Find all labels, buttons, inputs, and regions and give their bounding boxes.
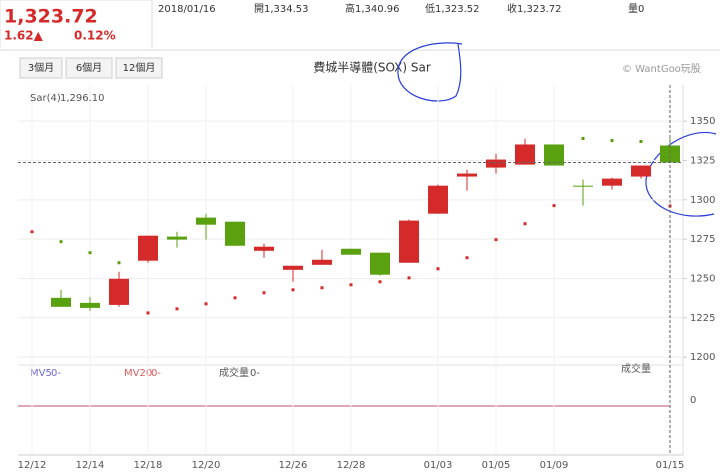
y-tick-label: 1325 [690,156,715,167]
candle-body [370,252,390,275]
sar-dot [146,311,150,315]
sar-dot [639,139,643,143]
sar-dot [320,286,324,290]
y-tick-label: 0 [690,395,696,406]
candle-body [573,185,593,187]
sar-dot [552,204,556,208]
candle-body [660,145,680,163]
open: 開1,334.53 [254,3,309,15]
price: 1,323.72 [4,6,98,28]
sar-dot [494,238,498,242]
annotation-circle [645,131,717,217]
sar-dot [436,267,440,271]
sar-dot [204,302,208,306]
y-tick-label: 1350 [690,116,715,127]
candle-body [51,297,71,307]
legend-value: 1,296.10 [60,93,105,104]
y-tick-label: 1250 [690,273,715,284]
sar-dot [407,276,411,280]
legend-name: Sar(4) [30,93,61,104]
x-tick-label: 12/20 [192,460,221,471]
candle-body [631,165,651,177]
mv20-value: 0- [151,368,161,379]
range-label[interactable]: 3個月 [28,61,54,74]
price-box [0,0,153,51]
y-tick-label: 1275 [690,234,715,245]
x-tick-label: 12/18 [134,460,163,471]
y-tick-label: 1300 [690,195,715,206]
sar-dot [117,261,121,265]
x-tick-label: 01/03 [424,460,453,471]
candle-body [602,178,622,186]
mv20-label: MV20 [124,368,152,379]
sar-dot [30,230,34,234]
sar-dot [291,288,295,292]
change: 1.62▲ [4,29,44,43]
x-tick-label: 01/05 [482,460,511,471]
mv5-value: 0- [51,368,61,379]
high: 高1,340.96 [345,2,400,15]
sar-dot [88,251,92,255]
candle-body [544,144,564,166]
range-button[interactable] [115,57,163,79]
sar-dot [523,222,527,226]
candle-body [254,246,274,251]
sar-dot [262,291,266,295]
candle-body [515,144,535,165]
sar-dot [233,296,237,300]
x-tick-label: 12/28 [337,460,366,471]
candle-body [225,221,245,246]
candle-body [341,248,361,255]
candle-body [80,302,100,308]
candle-body [196,217,216,225]
change-pct: 0.12% [74,29,116,43]
close: 收1,323.72 [507,2,562,15]
watermark: © WantGoo玩股 [622,63,701,75]
vol-label: 成交量 [219,366,249,379]
annotation-circle [397,42,463,102]
y-tick-label: 1225 [690,313,715,324]
sar-dot [349,283,353,287]
date: 2018/01/16 [158,4,216,15]
low: 低1,323.52 [425,2,480,15]
x-tick-label: 12/14 [76,460,105,471]
candle-body [428,185,448,214]
mv5-label: MV5 [30,368,52,379]
vol-panel-label: 成交量 [621,362,651,375]
candle-body [283,265,303,270]
candle-body [167,236,187,240]
sar-dot [378,280,382,284]
range-label[interactable]: 12個月 [123,61,156,74]
volume: 量0 [628,3,644,15]
candle-body [109,278,129,305]
candle-body [399,220,419,263]
candle-body [138,235,158,261]
chart-title: 費城半導體(SOX) Sar [313,60,431,75]
sar-dot [175,307,179,311]
x-tick-label: 01/09 [540,460,569,471]
x-tick-label: 01/15 [656,460,685,471]
y-tick-label: 1200 [690,352,715,363]
range-label[interactable]: 6個月 [76,61,102,74]
range-button[interactable] [19,57,63,79]
x-tick-label: 12/26 [279,460,308,471]
sar-dot [465,256,469,260]
range-button[interactable] [65,57,113,79]
candle-body [457,173,477,177]
vol-value: 0- [250,368,260,379]
sar-dot [581,136,585,140]
candle-body [312,259,332,265]
candle-body [486,159,506,168]
x-tick-label: 12/12 [18,460,47,471]
sar-dot [610,139,614,143]
sar-dot [59,240,63,244]
